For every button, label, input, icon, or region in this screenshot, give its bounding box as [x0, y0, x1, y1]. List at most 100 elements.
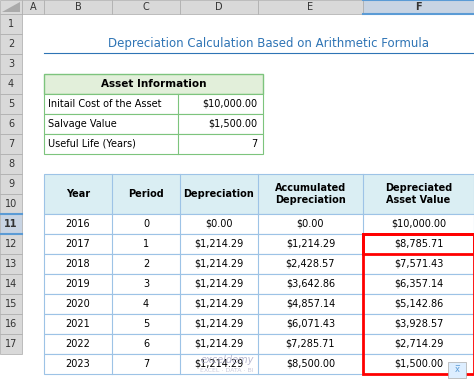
- Text: $1,500.00: $1,500.00: [394, 359, 443, 369]
- Bar: [363, 234, 474, 254]
- Bar: [44, 114, 263, 134]
- Bar: [0, 74, 22, 94]
- Text: 2019: 2019: [66, 279, 91, 289]
- Bar: [0, 234, 22, 254]
- Text: 8: 8: [8, 159, 14, 169]
- Text: $8,500.00: $8,500.00: [286, 359, 335, 369]
- Bar: [0, 214, 22, 234]
- Bar: [44, 334, 474, 354]
- Text: $1,214.29: $1,214.29: [286, 239, 335, 249]
- Bar: [448, 362, 466, 378]
- Bar: [44, 274, 474, 294]
- Text: Depreciation: Depreciation: [183, 189, 255, 199]
- Text: 16: 16: [5, 319, 17, 329]
- Text: Year: Year: [66, 189, 90, 199]
- Bar: [0, 174, 22, 194]
- Text: $1,214.29: $1,214.29: [194, 259, 244, 269]
- Text: 6: 6: [143, 339, 149, 349]
- Bar: [0, 0, 22, 14]
- Bar: [0, 114, 22, 134]
- Text: 3: 3: [143, 279, 149, 289]
- Text: B: B: [74, 2, 82, 12]
- Text: 4: 4: [8, 79, 14, 89]
- Bar: [0, 294, 22, 314]
- Bar: [22, 0, 44, 14]
- Bar: [44, 354, 474, 374]
- Bar: [0, 254, 22, 274]
- Bar: [44, 174, 474, 214]
- Text: $8,785.71: $8,785.71: [394, 239, 443, 249]
- Bar: [44, 94, 263, 114]
- Text: 2: 2: [143, 259, 149, 269]
- Text: 5: 5: [8, 99, 14, 109]
- Bar: [22, 14, 474, 354]
- Text: $10,000.00: $10,000.00: [202, 99, 257, 109]
- Text: 3: 3: [8, 59, 14, 69]
- Bar: [44, 74, 263, 94]
- Text: Useful Life (Years): Useful Life (Years): [48, 139, 136, 149]
- Text: Asset Information: Asset Information: [101, 79, 206, 89]
- Bar: [44, 214, 474, 234]
- Text: 1: 1: [143, 239, 149, 249]
- Text: C: C: [143, 2, 149, 12]
- Text: 1: 1: [8, 19, 14, 29]
- Text: 7: 7: [143, 359, 149, 369]
- Text: 7: 7: [251, 139, 257, 149]
- Bar: [0, 134, 22, 154]
- Text: 2023: 2023: [65, 359, 91, 369]
- Text: $0.00: $0.00: [205, 219, 233, 229]
- Bar: [0, 314, 22, 334]
- Text: $10,000.00: $10,000.00: [391, 219, 446, 229]
- Bar: [363, 234, 474, 374]
- Text: $1,500.00: $1,500.00: [208, 119, 257, 129]
- Text: D: D: [215, 2, 223, 12]
- Text: $1,214.29: $1,214.29: [194, 299, 244, 309]
- Text: x̅: x̅: [455, 366, 459, 374]
- Text: 6: 6: [8, 119, 14, 129]
- Text: $8,785.71: $8,785.71: [394, 239, 443, 249]
- Text: 9: 9: [8, 179, 14, 189]
- Text: $6,357.14: $6,357.14: [394, 279, 443, 289]
- Text: 4: 4: [143, 299, 149, 309]
- Text: 0: 0: [143, 219, 149, 229]
- Text: $4,857.14: $4,857.14: [286, 299, 335, 309]
- Text: $1,214.29: $1,214.29: [194, 359, 244, 369]
- Text: Period: Period: [128, 189, 164, 199]
- Text: Salvage Value: Salvage Value: [48, 119, 117, 129]
- Text: $1,214.29: $1,214.29: [194, 279, 244, 289]
- Text: $2,428.57: $2,428.57: [286, 259, 335, 269]
- Bar: [363, 0, 474, 14]
- Text: 5: 5: [143, 319, 149, 329]
- Text: 2022: 2022: [65, 339, 91, 349]
- Text: $1,214.29: $1,214.29: [194, 239, 244, 249]
- Text: $1,214.29: $1,214.29: [194, 319, 244, 329]
- Bar: [0, 94, 22, 114]
- Text: 10: 10: [5, 199, 17, 209]
- Text: $1,214.29: $1,214.29: [194, 339, 244, 349]
- Bar: [0, 274, 22, 294]
- Text: F: F: [415, 2, 422, 12]
- Text: Depreciation Calculation Based on Arithmetic Formula: Depreciation Calculation Based on Arithm…: [109, 37, 429, 50]
- Text: $2,714.29: $2,714.29: [394, 339, 443, 349]
- Text: Initail Cost of the Asset: Initail Cost of the Asset: [48, 99, 162, 109]
- Bar: [258, 0, 363, 14]
- Text: $3,642.86: $3,642.86: [286, 279, 335, 289]
- Bar: [44, 134, 263, 154]
- Bar: [44, 254, 474, 274]
- Text: 2: 2: [8, 39, 14, 49]
- Bar: [44, 234, 474, 254]
- Text: $7,285.71: $7,285.71: [286, 339, 335, 349]
- Bar: [0, 194, 22, 214]
- Text: Depreciated
Asset Value: Depreciated Asset Value: [385, 183, 452, 205]
- Text: 12: 12: [5, 239, 17, 249]
- Bar: [44, 314, 474, 334]
- Text: 11: 11: [4, 219, 18, 229]
- Text: 7: 7: [8, 139, 14, 149]
- Text: 2018: 2018: [66, 259, 91, 269]
- Bar: [0, 54, 22, 74]
- Text: 14: 14: [5, 279, 17, 289]
- Text: $5,142.86: $5,142.86: [394, 299, 443, 309]
- Text: 17: 17: [5, 339, 17, 349]
- Bar: [112, 0, 180, 14]
- Text: 2020: 2020: [65, 299, 91, 309]
